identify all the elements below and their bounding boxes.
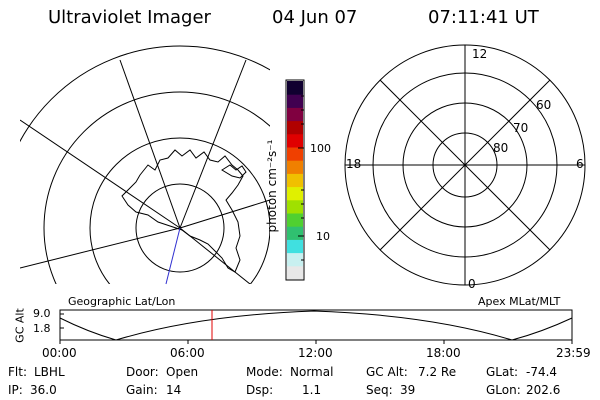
colorbar-segment — [287, 265, 303, 280]
mlt-label-0: 0 — [468, 277, 476, 291]
gain-value: 14 — [166, 383, 182, 397]
time-axis-label: 00:00 — [42, 346, 77, 360]
meridian-line — [20, 227, 181, 269]
colorbar-segment — [287, 173, 303, 188]
colorbar-label: photon cm⁻²s⁻¹ — [265, 139, 279, 233]
colorbar-segment — [287, 120, 303, 135]
colorbar-segment — [287, 160, 303, 174]
glat-value: -74.4 — [526, 365, 558, 379]
colorbar-segment — [287, 226, 303, 240]
glat-label: GLat: — [486, 365, 519, 379]
satellite-ground-track — [165, 227, 181, 285]
seq-value: 39 — [400, 383, 416, 397]
dsp-label: Dsp: — [246, 383, 274, 397]
mlat-label-70: 70 — [513, 121, 529, 135]
instrument-title: Ultraviolet Imager — [48, 7, 211, 28]
meridian-line — [179, 199, 270, 229]
altitude-ticks — [59, 313, 573, 344]
time-axis-label: 12:00 — [298, 346, 333, 360]
colorbar-tick-label: 10 — [316, 230, 330, 243]
meridian-line — [20, 119, 181, 229]
mlt-label-12: 12 — [472, 47, 488, 61]
meridian-line — [119, 59, 181, 229]
meridian-line — [179, 59, 247, 229]
lat-circle — [135, 183, 225, 273]
altitude-curve — [59, 310, 573, 341]
gcalt-label: GC Alt: — [366, 365, 408, 379]
mlt-line — [379, 79, 551, 251]
mlt-label-6: 6 — [576, 157, 584, 171]
apex-map-label: Apex MLat/MLT — [478, 295, 561, 308]
observation-time: 07:11:41 UT — [428, 7, 539, 28]
mlt-label-18: 18 — [346, 157, 362, 171]
colorbar-segment — [287, 133, 303, 148]
colorbar-segment — [287, 107, 303, 122]
altitude-ytick: 1.8 — [33, 322, 51, 335]
gcalt-value: 7.2 Re — [418, 365, 457, 379]
colorbar-segment — [287, 213, 303, 227]
colorbar-ticks — [298, 95, 304, 261]
lat-circle — [43, 91, 270, 284]
colorbar-segment — [287, 252, 303, 267]
coastline — [221, 164, 247, 179]
colorbar-segment — [287, 186, 303, 201]
time-axis-label: 23:59 — [556, 346, 591, 360]
meridian-line — [179, 227, 251, 284]
gain-label: Gain: — [126, 383, 158, 397]
seq-label: Seq: — [366, 383, 393, 397]
filter-value: LBHL — [34, 365, 65, 379]
lat-circle — [20, 45, 270, 143]
colorbar — [285, 79, 305, 281]
lat-circle — [89, 137, 270, 284]
ip-label: IP: — [8, 383, 23, 397]
dsp-value: 1.1 — [302, 383, 322, 397]
mode-value: Normal — [290, 365, 334, 379]
door-label: Door: — [126, 365, 159, 379]
filter-label: Flt: — [8, 365, 27, 379]
glon-label: GLon: — [486, 383, 521, 397]
colorbar-segment — [287, 199, 303, 214]
colorbar-segment — [287, 147, 303, 161]
altitude-ytick: 9.0 — [33, 307, 51, 320]
colorbar-segment — [287, 239, 303, 254]
glon-value: 202.6 — [526, 383, 561, 397]
mode-label: Mode: — [246, 365, 283, 379]
coastline — [121, 149, 244, 273]
geographic-map-label: Geographic Lat/Lon — [68, 295, 176, 308]
colorbar-tick-label: 100 — [310, 142, 331, 155]
time-axis-label: 18:00 — [426, 346, 461, 360]
colorbar-segment — [287, 81, 303, 95]
colorbar-segment — [287, 94, 303, 108]
mlat-label-80: 80 — [493, 141, 509, 155]
door-value: Open — [166, 365, 199, 379]
altitude-ylabel: GC Alt — [13, 308, 27, 343]
time-axis-label: 06:00 — [170, 346, 205, 360]
mlat-label-60: 60 — [536, 98, 552, 112]
observation-date: 04 Jun 07 — [272, 7, 358, 28]
ip-value: 36.0 — [30, 383, 57, 397]
